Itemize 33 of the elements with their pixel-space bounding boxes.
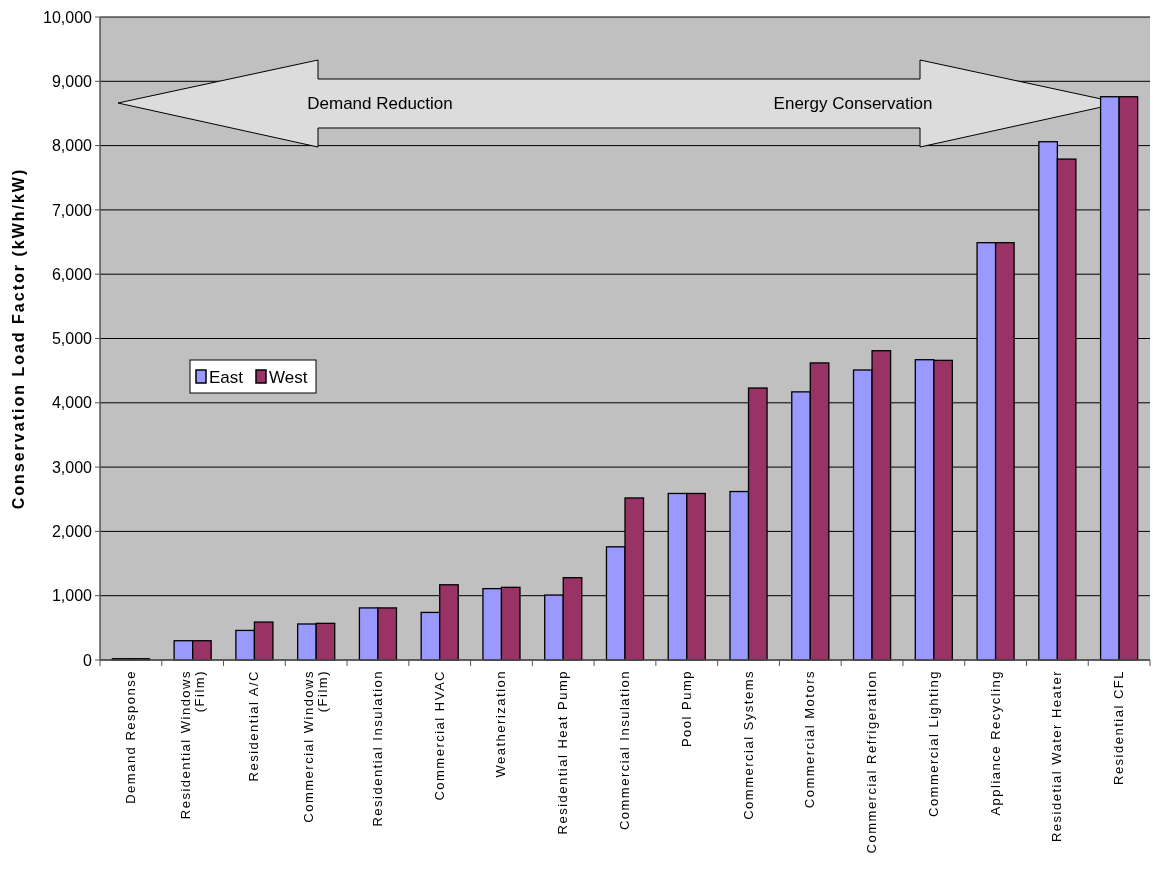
y-tick-label: 3,000 — [51, 458, 93, 476]
x-tick-label: Residential Windows (Film) — [177, 670, 207, 820]
x-tick-label: Demand Response — [122, 670, 138, 804]
x-tick-label: Weatherization — [493, 670, 509, 778]
x-tick-label: Commercial Insulation — [617, 670, 632, 831]
y-tick-label: 5,000 — [51, 330, 93, 348]
x-tick-label: Appliance Recycling — [987, 670, 1003, 816]
x-tick-label: Commercial Lighting — [925, 670, 941, 817]
y-tick-label: 1,000 — [51, 587, 93, 605]
x-tick-label: Residential Insulation — [369, 670, 385, 827]
x-tick-label: Pool Pump — [678, 670, 694, 748]
x-tick-label: Residential A/C — [246, 670, 262, 782]
x-tick-label: Commercial Refrigeration — [864, 670, 880, 854]
y-tick-label: 4,000 — [51, 394, 93, 412]
y-axis-title: Conservation Load Factor (kWh/kW) — [10, 167, 27, 510]
y-tick-label: 10,000 — [43, 8, 93, 26]
annotation: Demand Reduction — [307, 94, 453, 113]
x-tick-label: Commercial Motors — [802, 670, 818, 809]
y-tick-label: 6,000 — [51, 265, 93, 283]
legend-label: West — [269, 368, 308, 387]
x-tick-label: Commercial HVAC — [431, 670, 447, 801]
annotation: Energy Conservation — [773, 94, 933, 113]
y-tick-label: 0 — [83, 651, 93, 669]
x-tick-label: Residetial Water Heater — [1049, 670, 1065, 843]
legend-label: East — [209, 368, 244, 387]
y-tick-label: 2,000 — [51, 523, 93, 540]
x-tick-label: Commercial Systems — [740, 670, 756, 820]
x-tick-label: Commercial Windows (Film) — [301, 670, 331, 823]
x-tick-label: Residential CFL — [1111, 670, 1127, 785]
y-tick-label: 8,000 — [51, 137, 93, 155]
y-tick-label: 7,000 — [51, 201, 93, 219]
y-tick-label: 9,000 — [51, 72, 93, 90]
x-tick-label: Residential Heat Pump — [555, 670, 571, 835]
